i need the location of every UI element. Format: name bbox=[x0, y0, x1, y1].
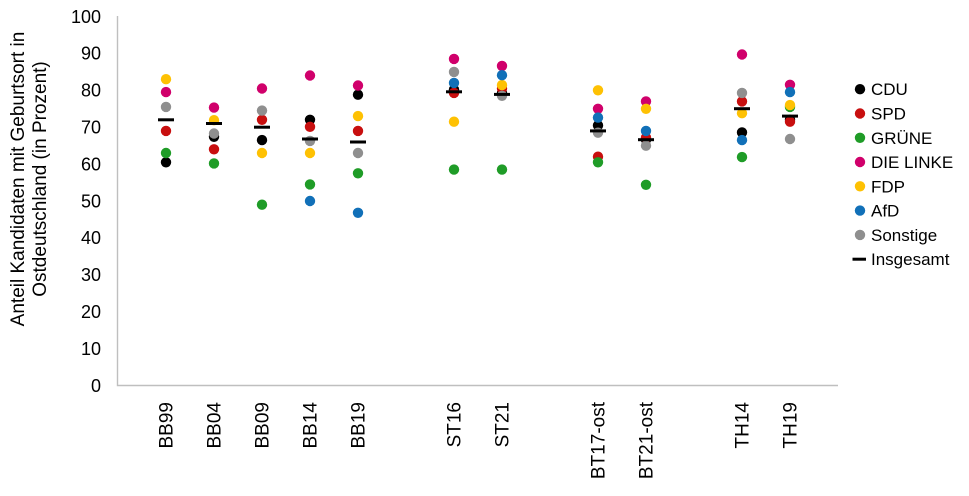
svg-text:80: 80 bbox=[81, 81, 101, 101]
svg-text:BB99: BB99 bbox=[157, 402, 178, 448]
svg-text:TH19: TH19 bbox=[781, 402, 802, 448]
svg-text:ST16: ST16 bbox=[445, 402, 466, 447]
svg-text:BB09: BB09 bbox=[253, 402, 274, 448]
svg-text:FDP: FDP bbox=[871, 177, 905, 196]
svg-text:Ostdeutschland (in Prozent): Ostdeutschland (in Prozent) bbox=[30, 61, 51, 297]
svg-text:GRÜNE: GRÜNE bbox=[871, 129, 932, 148]
svg-text:60: 60 bbox=[81, 154, 101, 174]
svg-text:CDU: CDU bbox=[871, 80, 908, 99]
svg-text:40: 40 bbox=[81, 228, 101, 248]
svg-text:BB04: BB04 bbox=[205, 402, 226, 449]
svg-text:BB14: BB14 bbox=[301, 402, 322, 449]
svg-text:100: 100 bbox=[71, 7, 101, 27]
svg-text:50: 50 bbox=[81, 191, 101, 211]
svg-text:Anteil Kandidaten mit Geburtso: Anteil Kandidaten mit Geburtsort in bbox=[8, 32, 29, 327]
svg-text:AfD: AfD bbox=[871, 202, 899, 221]
svg-text:BT17-ost: BT17-ost bbox=[589, 401, 610, 479]
svg-text:Insgesamt: Insgesamt bbox=[871, 250, 950, 269]
svg-text:Sonstige: Sonstige bbox=[871, 226, 937, 245]
svg-text:0: 0 bbox=[91, 376, 101, 396]
svg-text:BB19: BB19 bbox=[349, 402, 370, 448]
svg-text:SPD: SPD bbox=[871, 105, 906, 124]
svg-text:BT21-ost: BT21-ost bbox=[637, 401, 658, 479]
svg-text:TH14: TH14 bbox=[733, 402, 754, 449]
svg-text:10: 10 bbox=[81, 339, 101, 359]
svg-text:20: 20 bbox=[81, 302, 101, 322]
svg-text:70: 70 bbox=[81, 118, 101, 138]
svg-text:DIE LINKE: DIE LINKE bbox=[871, 153, 953, 172]
svg-text:ST21: ST21 bbox=[493, 402, 514, 447]
svg-text:30: 30 bbox=[81, 265, 101, 285]
svg-text:90: 90 bbox=[81, 44, 101, 64]
